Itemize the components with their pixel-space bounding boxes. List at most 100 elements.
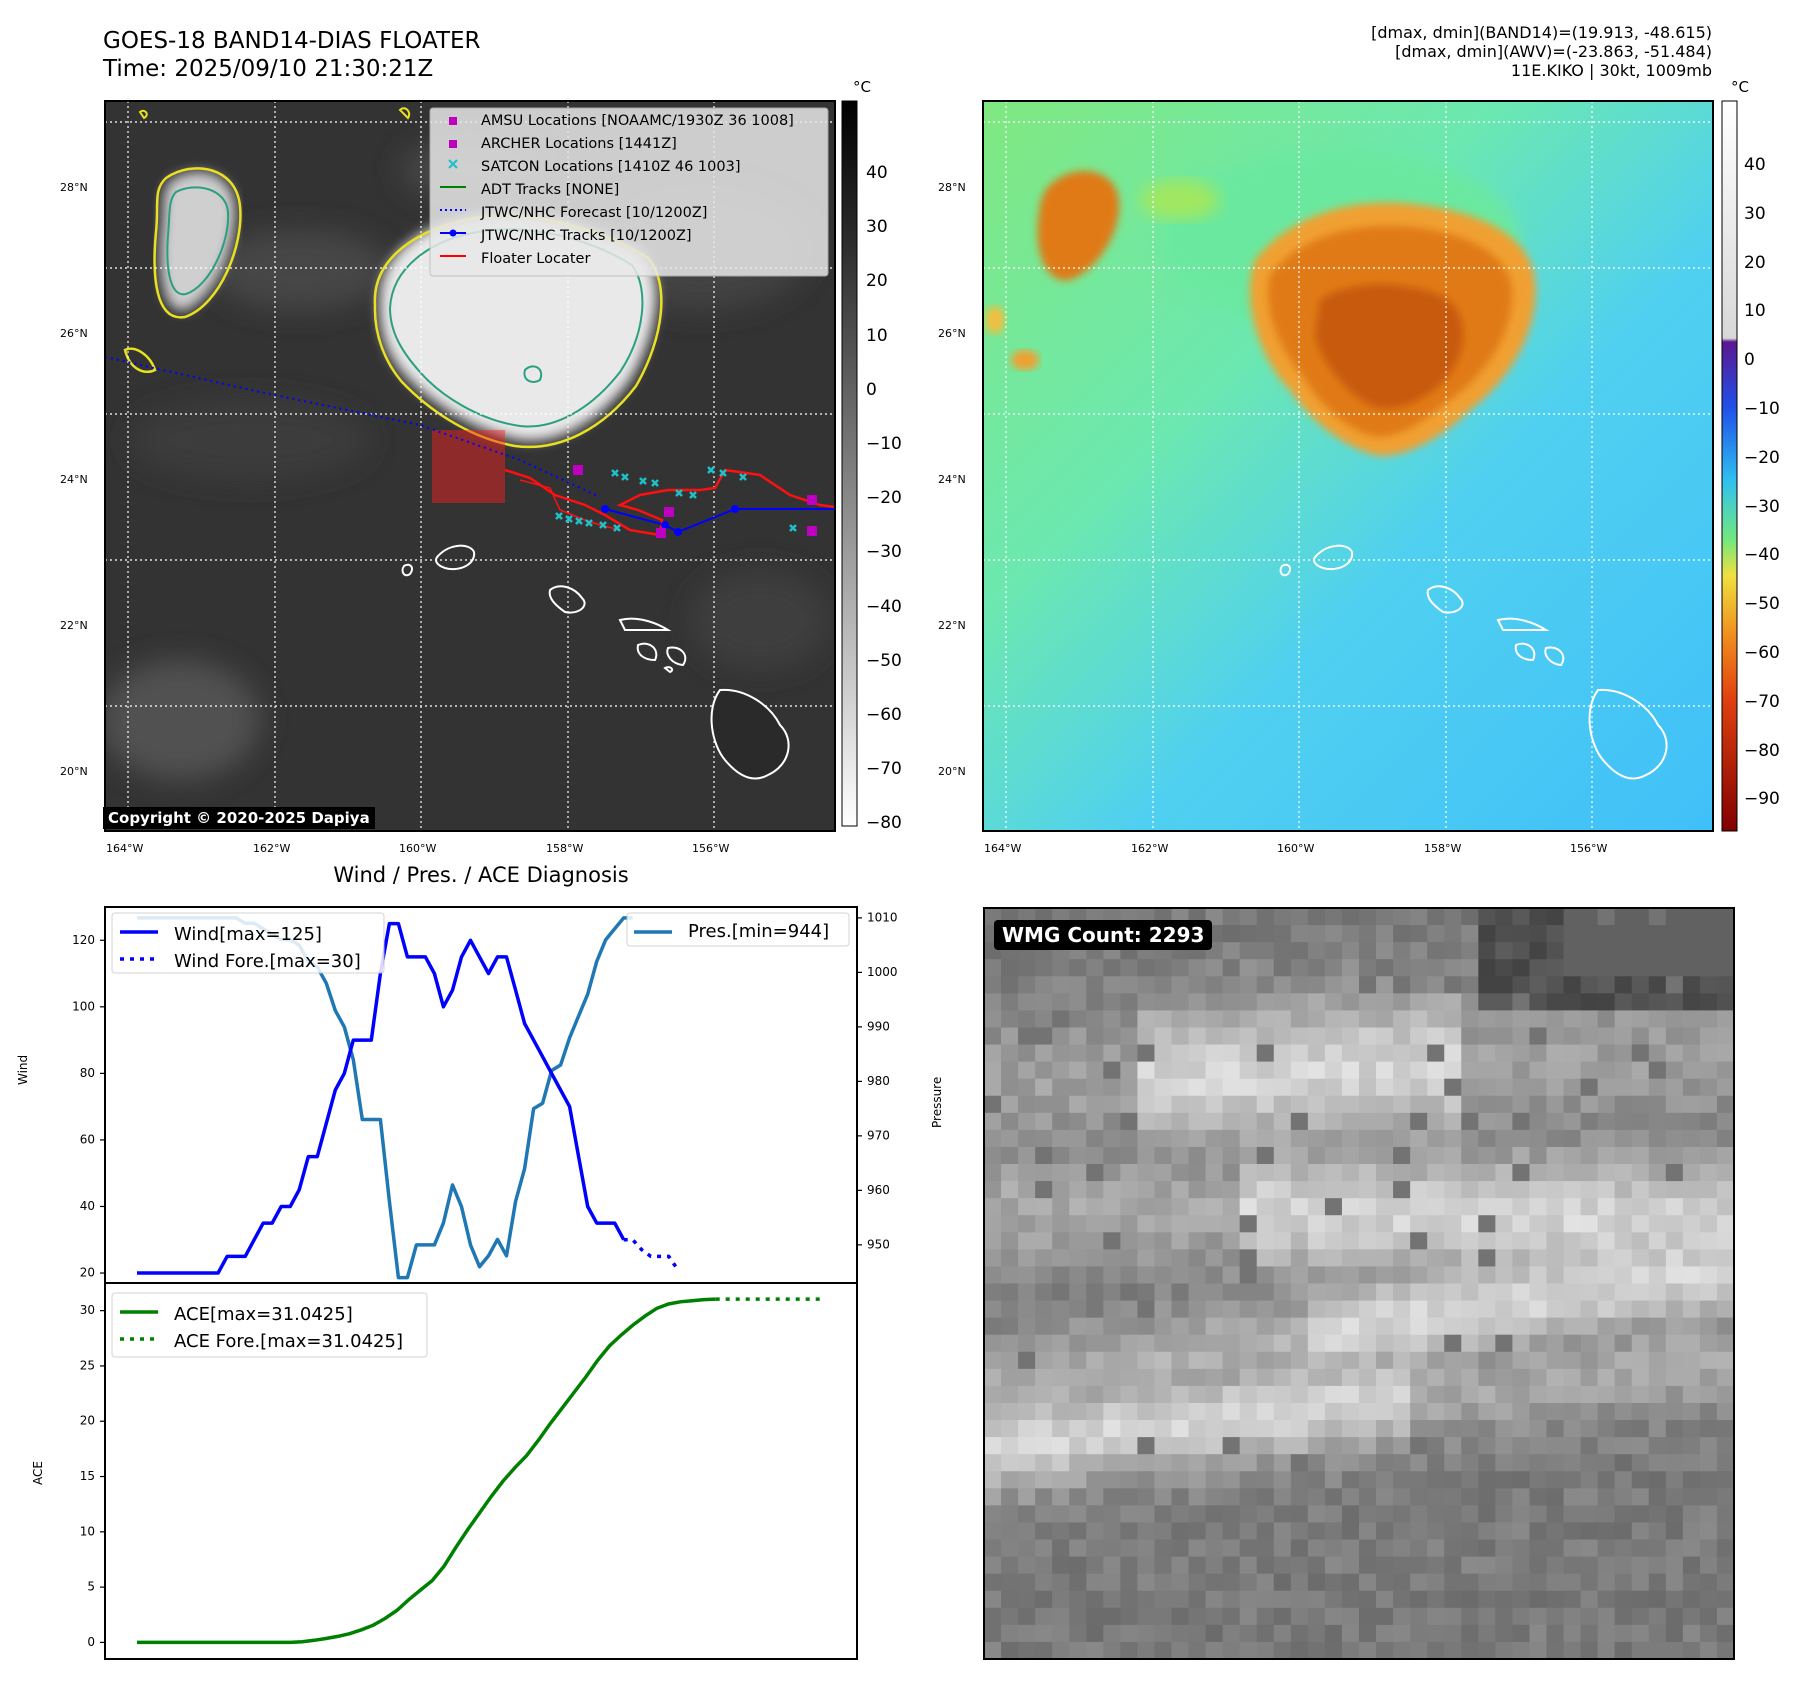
- wmg-cell: [1546, 1385, 1565, 1404]
- wmg-cell: [1188, 1232, 1207, 1250]
- wmg-cell: [1171, 1334, 1190, 1353]
- wmg-cell: [1376, 1590, 1394, 1609]
- wmg-cell: [1359, 1454, 1377, 1472]
- wmg-cell: [1546, 1164, 1565, 1182]
- wmg-cell: [1001, 993, 1019, 1012]
- wmg-cell: [1324, 959, 1343, 977]
- wmg-cell: [1529, 1471, 1548, 1489]
- wmg-cell: [1580, 1539, 1599, 1558]
- wmg-cell: [1376, 1129, 1394, 1148]
- wmg-cell: [1495, 1420, 1514, 1438]
- wmg-cell: [1018, 1061, 1036, 1080]
- wmg-cell: [1120, 1198, 1139, 1216]
- wmg-cell: [1699, 1215, 1718, 1233]
- wmg-cell: [1648, 1215, 1667, 1233]
- wmg-cell: [1410, 1112, 1428, 1131]
- legend-jtwc-tracks: JTWC/NHC Tracks [10/1200Z]: [481, 228, 692, 244]
- wmg-cell: [1614, 1624, 1633, 1643]
- wmg-cell: [1665, 1164, 1684, 1182]
- wmg-cell: [1239, 1283, 1258, 1302]
- wmg-cell: [1699, 1334, 1718, 1353]
- wmg-cell: [1495, 1351, 1514, 1370]
- wmg-cell: [1035, 1556, 1053, 1575]
- wmg-cell: [1256, 1044, 1275, 1063]
- wmg-cell: [1341, 1368, 1360, 1387]
- wmg-cell: [1495, 1027, 1514, 1046]
- wmg-cell: [1035, 1061, 1053, 1080]
- wmg-cell: [1699, 1590, 1718, 1609]
- wmg-cell: [1154, 1641, 1173, 1660]
- wmg-cell: [1307, 1283, 1326, 1302]
- wmg-cell: [1563, 1266, 1582, 1285]
- wmg-cell: [1410, 1317, 1428, 1336]
- wmg-cell: [1648, 1266, 1667, 1285]
- wmg-cell: [1393, 1044, 1411, 1063]
- wmg-cell: [1563, 908, 1582, 926]
- wmg-cell: [1239, 1573, 1258, 1592]
- wmg-cell: [1018, 1402, 1036, 1421]
- wmg-cell: [1665, 1317, 1684, 1336]
- wmg-cell: [984, 1283, 1002, 1302]
- wmg-cell: [1120, 1368, 1139, 1387]
- wmg-cell: [1495, 1010, 1514, 1029]
- wmg-cell: [1410, 1044, 1428, 1063]
- wmg-cell: [1307, 908, 1326, 926]
- wmg-cell: [1495, 1198, 1514, 1216]
- wmg-cell: [1035, 1641, 1053, 1660]
- wmg-cell: [1239, 1027, 1258, 1046]
- wmg-cell: [1682, 1164, 1701, 1182]
- wmg-cell: [1393, 1112, 1411, 1131]
- wmg-count-badge: WMG Count: 2293: [994, 920, 1213, 950]
- wmg-cell: [1529, 993, 1548, 1012]
- wmg-cell: [1052, 1402, 1070, 1421]
- wmg-cell: [1205, 1146, 1224, 1165]
- wmg-cell: [1580, 1590, 1599, 1609]
- wmg-cell: [1699, 976, 1718, 994]
- wmg-cell: [1376, 1539, 1394, 1558]
- wmg-cell: [1086, 1471, 1104, 1489]
- wmg-cell: [1307, 1420, 1326, 1438]
- wmg-cell: [1256, 1420, 1275, 1438]
- wmg-cell: [1580, 1488, 1599, 1506]
- wmg-cell: [1052, 1522, 1070, 1541]
- wmg-cell: [1614, 1573, 1633, 1592]
- wmg-cell: [1410, 1471, 1428, 1489]
- wmg-cell: [1069, 1112, 1087, 1131]
- ace-line: [137, 1297, 716, 1645]
- wmg-cell: [1563, 1334, 1582, 1353]
- wmg-cell: [1682, 1249, 1701, 1268]
- wmg-cell: [1682, 1522, 1701, 1541]
- wmg-cell: [1699, 1522, 1718, 1541]
- wmg-cell: [1103, 1095, 1121, 1114]
- wmg-cell: [1410, 1590, 1428, 1609]
- wmg-cell: [1035, 1249, 1053, 1268]
- wmg-cell: [1137, 1129, 1156, 1148]
- wmg-cell: [1580, 942, 1599, 960]
- wmg-cell: [1376, 1249, 1394, 1268]
- wmg-cell: [1495, 1454, 1514, 1472]
- wmg-cell: [1410, 1146, 1428, 1165]
- wmg-cell: [1273, 1607, 1292, 1626]
- wmg-cell: [1001, 1590, 1019, 1609]
- amsu-archer-markers: [573, 465, 817, 538]
- wmg-cell: [1001, 1573, 1019, 1592]
- wmg-cell: [1376, 1368, 1394, 1387]
- wmg-cell: [1103, 1044, 1121, 1063]
- wmg-cell: [1393, 1198, 1411, 1216]
- wmg-cell: [1324, 1590, 1343, 1609]
- wmg-cell: [1427, 1420, 1445, 1438]
- wmg-cell: [984, 1317, 1002, 1336]
- wmg-cell: [1665, 1181, 1684, 1199]
- wmg-cell: [1154, 1129, 1173, 1148]
- wmg-cell: [1341, 1266, 1360, 1285]
- wmg-cell: [1256, 1351, 1275, 1370]
- wmg-cell: [1699, 1044, 1718, 1063]
- wmg-cell: [1478, 1027, 1496, 1046]
- wmg-cell: [1307, 1232, 1326, 1250]
- wmg-cell: [1648, 1539, 1667, 1558]
- wmg-cell: [1631, 1181, 1650, 1199]
- ace-tick-label: 15: [80, 1469, 95, 1483]
- wmg-cell: [1393, 1590, 1411, 1609]
- wmg-cell: [1376, 1334, 1394, 1353]
- wmg-cell: [1086, 1027, 1104, 1046]
